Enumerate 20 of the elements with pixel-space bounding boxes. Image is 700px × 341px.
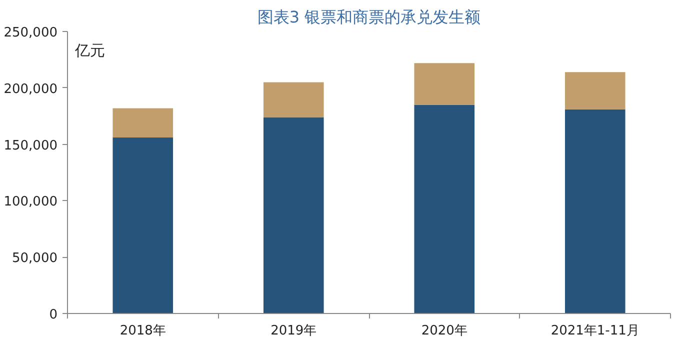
bar	[263, 117, 324, 314]
bar	[414, 63, 475, 105]
x-tick-label: 2019年	[270, 324, 317, 338]
y-tick-label: 250,000	[4, 26, 58, 40]
y-tick-label: 0	[49, 308, 58, 322]
y-tick-label: 50,000	[12, 251, 58, 266]
bar	[414, 104, 475, 314]
bar	[112, 138, 174, 314]
x-tick-label: 2021年1-11月	[550, 324, 640, 338]
y-tick-label: 200,000	[4, 82, 58, 97]
y-tick-label: 100,000	[4, 194, 58, 210]
bar	[263, 82, 324, 118]
y-axis-title: 亿元	[74, 42, 106, 60]
chart-title: 图表3 银票和商票的承兑发生额	[257, 8, 481, 26]
y-tick-label: 150,000	[4, 138, 58, 154]
bar	[564, 72, 626, 110]
bar	[112, 108, 174, 138]
x-tick-label: 2020年	[421, 324, 468, 338]
bar	[564, 109, 626, 314]
x-tick-label: 2018年	[120, 324, 166, 338]
